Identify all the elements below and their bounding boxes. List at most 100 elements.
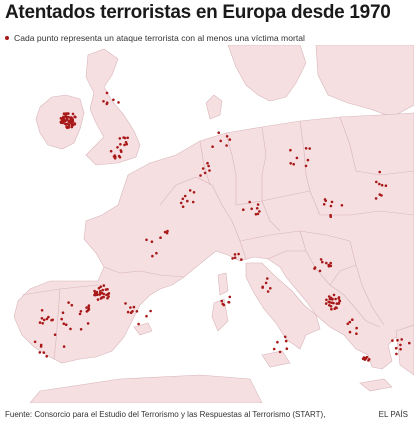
attack-dot: [272, 347, 276, 351]
attack-dot: [102, 284, 106, 287]
attack-dot: [308, 147, 312, 150]
attack-dot: [149, 309, 152, 313]
mainland-europe: [13, 112, 414, 370]
attack-dot: [340, 204, 344, 207]
attack-dot: [201, 167, 205, 170]
attack-dot: [132, 305, 136, 309]
attack-dot: [380, 183, 384, 187]
attack-dot: [396, 338, 399, 342]
attack-dot: [105, 102, 109, 106]
great-britain: [85, 48, 141, 166]
attack-dot: [348, 320, 352, 324]
attack-dot: [325, 298, 328, 302]
attack-dots: [33, 91, 411, 362]
attack-dot: [231, 257, 234, 260]
attack-dot: [333, 307, 337, 311]
attack-dot: [306, 158, 310, 162]
attack-dot: [250, 207, 253, 211]
attack-dot: [266, 290, 270, 293]
attack-dot: [283, 335, 287, 339]
attack-dot: [206, 161, 209, 165]
attack-dot: [85, 310, 89, 313]
attack-dot: [191, 200, 195, 204]
attack-dot: [304, 147, 308, 150]
attack-dot: [269, 287, 272, 290]
map-title: Atentados terroristas en Europa desde 19…: [5, 2, 391, 23]
attack-dot: [120, 150, 123, 153]
attack-dot: [289, 162, 293, 165]
attack-dot: [321, 260, 324, 264]
attack-dot: [165, 231, 169, 235]
attack-dot: [313, 267, 316, 270]
attack-dot: [304, 164, 308, 168]
attack-dot: [278, 350, 282, 354]
attack-dot: [65, 118, 69, 121]
attack-dot: [227, 301, 231, 304]
attack-dot: [256, 203, 260, 206]
attack-dot: [78, 312, 82, 316]
attack-dot: [237, 252, 240, 256]
attack-dot: [374, 197, 378, 200]
attack-dot: [378, 193, 382, 196]
attack-dot: [105, 91, 109, 95]
attack-dot: [228, 138, 232, 141]
attack-dot: [64, 112, 68, 115]
attack-dot: [67, 123, 71, 127]
attack-dot: [219, 139, 222, 143]
attack-dot: [71, 123, 75, 127]
attack-dot: [337, 297, 341, 300]
legend-label: Cada punto representa un ataque terroris…: [14, 33, 305, 43]
attack-dot: [94, 291, 97, 295]
attack-dot: [99, 290, 102, 293]
attack-dot: [188, 189, 192, 192]
attack-dot: [71, 112, 75, 116]
finland-baltics: [315, 45, 414, 118]
attack-dot: [86, 322, 90, 325]
attack-dot: [145, 238, 148, 242]
attack-dot: [117, 101, 120, 104]
attack-dot: [289, 148, 292, 152]
sicily: [261, 350, 291, 368]
attack-dot: [112, 98, 115, 102]
attack-dot: [186, 199, 189, 203]
attack-dot: [378, 182, 381, 186]
attack-dot: [79, 310, 83, 313]
attack-dot: [42, 318, 46, 322]
attack-dot: [365, 356, 368, 359]
attack-dot: [62, 322, 66, 326]
attack-dot: [266, 277, 269, 280]
attack-dot: [399, 343, 402, 347]
attack-dot: [337, 301, 341, 305]
attack-dot: [109, 149, 113, 153]
attack-dot: [208, 169, 211, 172]
attack-dot: [62, 345, 66, 348]
attack-dot: [102, 295, 105, 299]
attack-dot: [106, 296, 109, 300]
attack-dot: [159, 236, 162, 239]
attack-dot: [155, 251, 158, 255]
attack-dot: [73, 115, 76, 118]
attack-dot: [332, 301, 335, 305]
legend-dot-icon: [5, 36, 9, 40]
attack-dot: [181, 205, 185, 208]
balearic: [133, 322, 153, 336]
attack-dot: [255, 207, 259, 210]
attack-dot: [40, 309, 44, 312]
attack-dot: [330, 307, 333, 311]
attack-dot: [137, 322, 140, 326]
attack-dot: [93, 289, 96, 293]
attack-dot: [33, 340, 37, 344]
attack-dot: [323, 198, 327, 201]
attack-dot: [292, 162, 296, 166]
attack-dot: [106, 292, 110, 296]
attack-dot: [100, 296, 103, 300]
europe-map: [13, 45, 414, 403]
attack-dot: [367, 359, 370, 362]
corsica: [217, 272, 229, 296]
attack-dot: [53, 333, 57, 337]
scandinavia: [227, 45, 307, 102]
attack-dot: [102, 292, 106, 296]
attack-dot: [98, 293, 102, 296]
attack-dot: [96, 293, 99, 297]
attack-dot: [67, 125, 71, 129]
